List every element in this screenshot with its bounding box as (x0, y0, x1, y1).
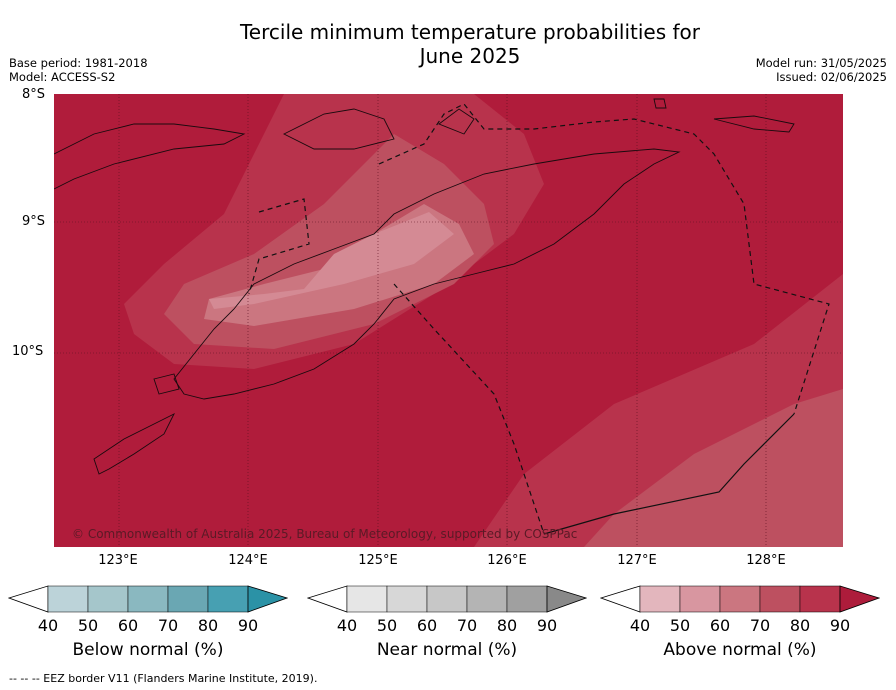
island-semau (153, 373, 180, 395)
lon-label-124: 124°E (228, 553, 268, 568)
tick: 40 (37, 616, 59, 635)
tick: 70 (456, 616, 478, 635)
meta-left: Base period: 1981-2018 Model: ACCESS-S2 (9, 56, 148, 84)
colorbar-swatch (466, 585, 508, 613)
colorbar-extend-high (546, 585, 587, 613)
lat-label-10s: 10°S (12, 344, 44, 359)
colorbar-extend-high (247, 585, 288, 613)
tick: 90 (829, 616, 851, 635)
lon-label-123: 123°E (98, 553, 138, 568)
model-name: Model: ACCESS-S2 (9, 70, 116, 84)
tick: 50 (669, 616, 691, 635)
island-east (713, 115, 795, 133)
alor-coast (282, 108, 395, 150)
tick: 60 (416, 616, 438, 635)
coastlines (54, 98, 795, 475)
colorbar-extend-high (839, 585, 880, 613)
tick: 60 (117, 616, 139, 635)
tick: 80 (496, 616, 518, 635)
colorbar-below (8, 585, 288, 613)
eez-border-solid (543, 413, 795, 535)
meta-right: Model run: 31/05/2025 Issued: 02/06/2025 (756, 56, 887, 84)
tick: 40 (629, 616, 651, 635)
lat-label-9s: 9°S (22, 214, 46, 229)
colorbar-above-label: Above normal (%) (663, 640, 817, 660)
band-70-southeast (584, 389, 843, 547)
colorbar-swatch (426, 585, 468, 613)
tick: 80 (197, 616, 219, 635)
lon-label-128: 128°E (746, 553, 786, 568)
colorbar-swatch (127, 585, 169, 613)
colorbar-below-label: Below normal (%) (72, 640, 224, 660)
colorbar-below-swatches (8, 585, 288, 613)
title-line-2: June 2025 (419, 44, 521, 68)
model-run: Model run: 31/05/2025 (755, 56, 887, 70)
colorbar-swatch (346, 585, 388, 613)
band-50-central (209, 212, 454, 309)
lon-label-125: 125°E (358, 553, 398, 568)
flores-coast (54, 123, 246, 190)
colorbar-swatch (506, 585, 548, 613)
lat-label-8s: 8°S (22, 87, 46, 102)
tick: 70 (157, 616, 179, 635)
colorbar-swatch (167, 585, 209, 613)
colorbar-near-label: Near normal (%) (376, 640, 518, 660)
colorbar-above (600, 585, 880, 613)
colorbar-swatch (207, 585, 249, 613)
tick: 90 (536, 616, 558, 635)
tick: 90 (237, 616, 259, 635)
tick: 70 (749, 616, 771, 635)
issued-date: Issued: 02/06/2025 (776, 70, 887, 84)
colorbar-swatch (87, 585, 129, 613)
tick: 60 (709, 616, 731, 635)
eez-footnote: -- -- -- EEZ border V11 (Flanders Marine… (9, 672, 318, 685)
map-title: Tercile minimum temperature probabilitie… (170, 20, 770, 68)
island-small (653, 98, 667, 109)
wetar-coast (438, 108, 475, 135)
colorbar-near-swatches (307, 585, 587, 613)
timor-coast (173, 148, 681, 400)
lon-label-126: 126°E (487, 553, 527, 568)
colorbar-swatch (679, 585, 721, 613)
colorbar-above-swatches (600, 585, 880, 613)
title-line-1: Tercile minimum temperature probabilitie… (239, 20, 701, 44)
base-period: Base period: 1981-2018 (9, 56, 148, 70)
colorbar-swatch (639, 585, 681, 613)
tick: 80 (789, 616, 811, 635)
colorbar-swatch (759, 585, 801, 613)
tick: 40 (336, 616, 358, 635)
colorbar-swatch (386, 585, 428, 613)
rote-coast (93, 412, 176, 475)
colorbar-extend-low (600, 585, 641, 613)
lon-label-127: 127°E (617, 553, 657, 568)
colorbar-extend-low (307, 585, 348, 613)
colorbar-extend-low (8, 585, 49, 613)
tick: 50 (376, 616, 398, 635)
colorbar-near (307, 585, 587, 613)
colorbar-swatch (799, 585, 841, 613)
colorbar-swatch (719, 585, 761, 613)
copyright-text: © Commonwealth of Australia 2025, Bureau… (72, 527, 578, 541)
eez-border (248, 103, 830, 535)
colorbar-swatch (47, 585, 89, 613)
tick: 50 (77, 616, 99, 635)
probability-map: © Commonwealth of Australia 2025, Bureau… (54, 94, 843, 547)
map-svg (54, 94, 843, 547)
